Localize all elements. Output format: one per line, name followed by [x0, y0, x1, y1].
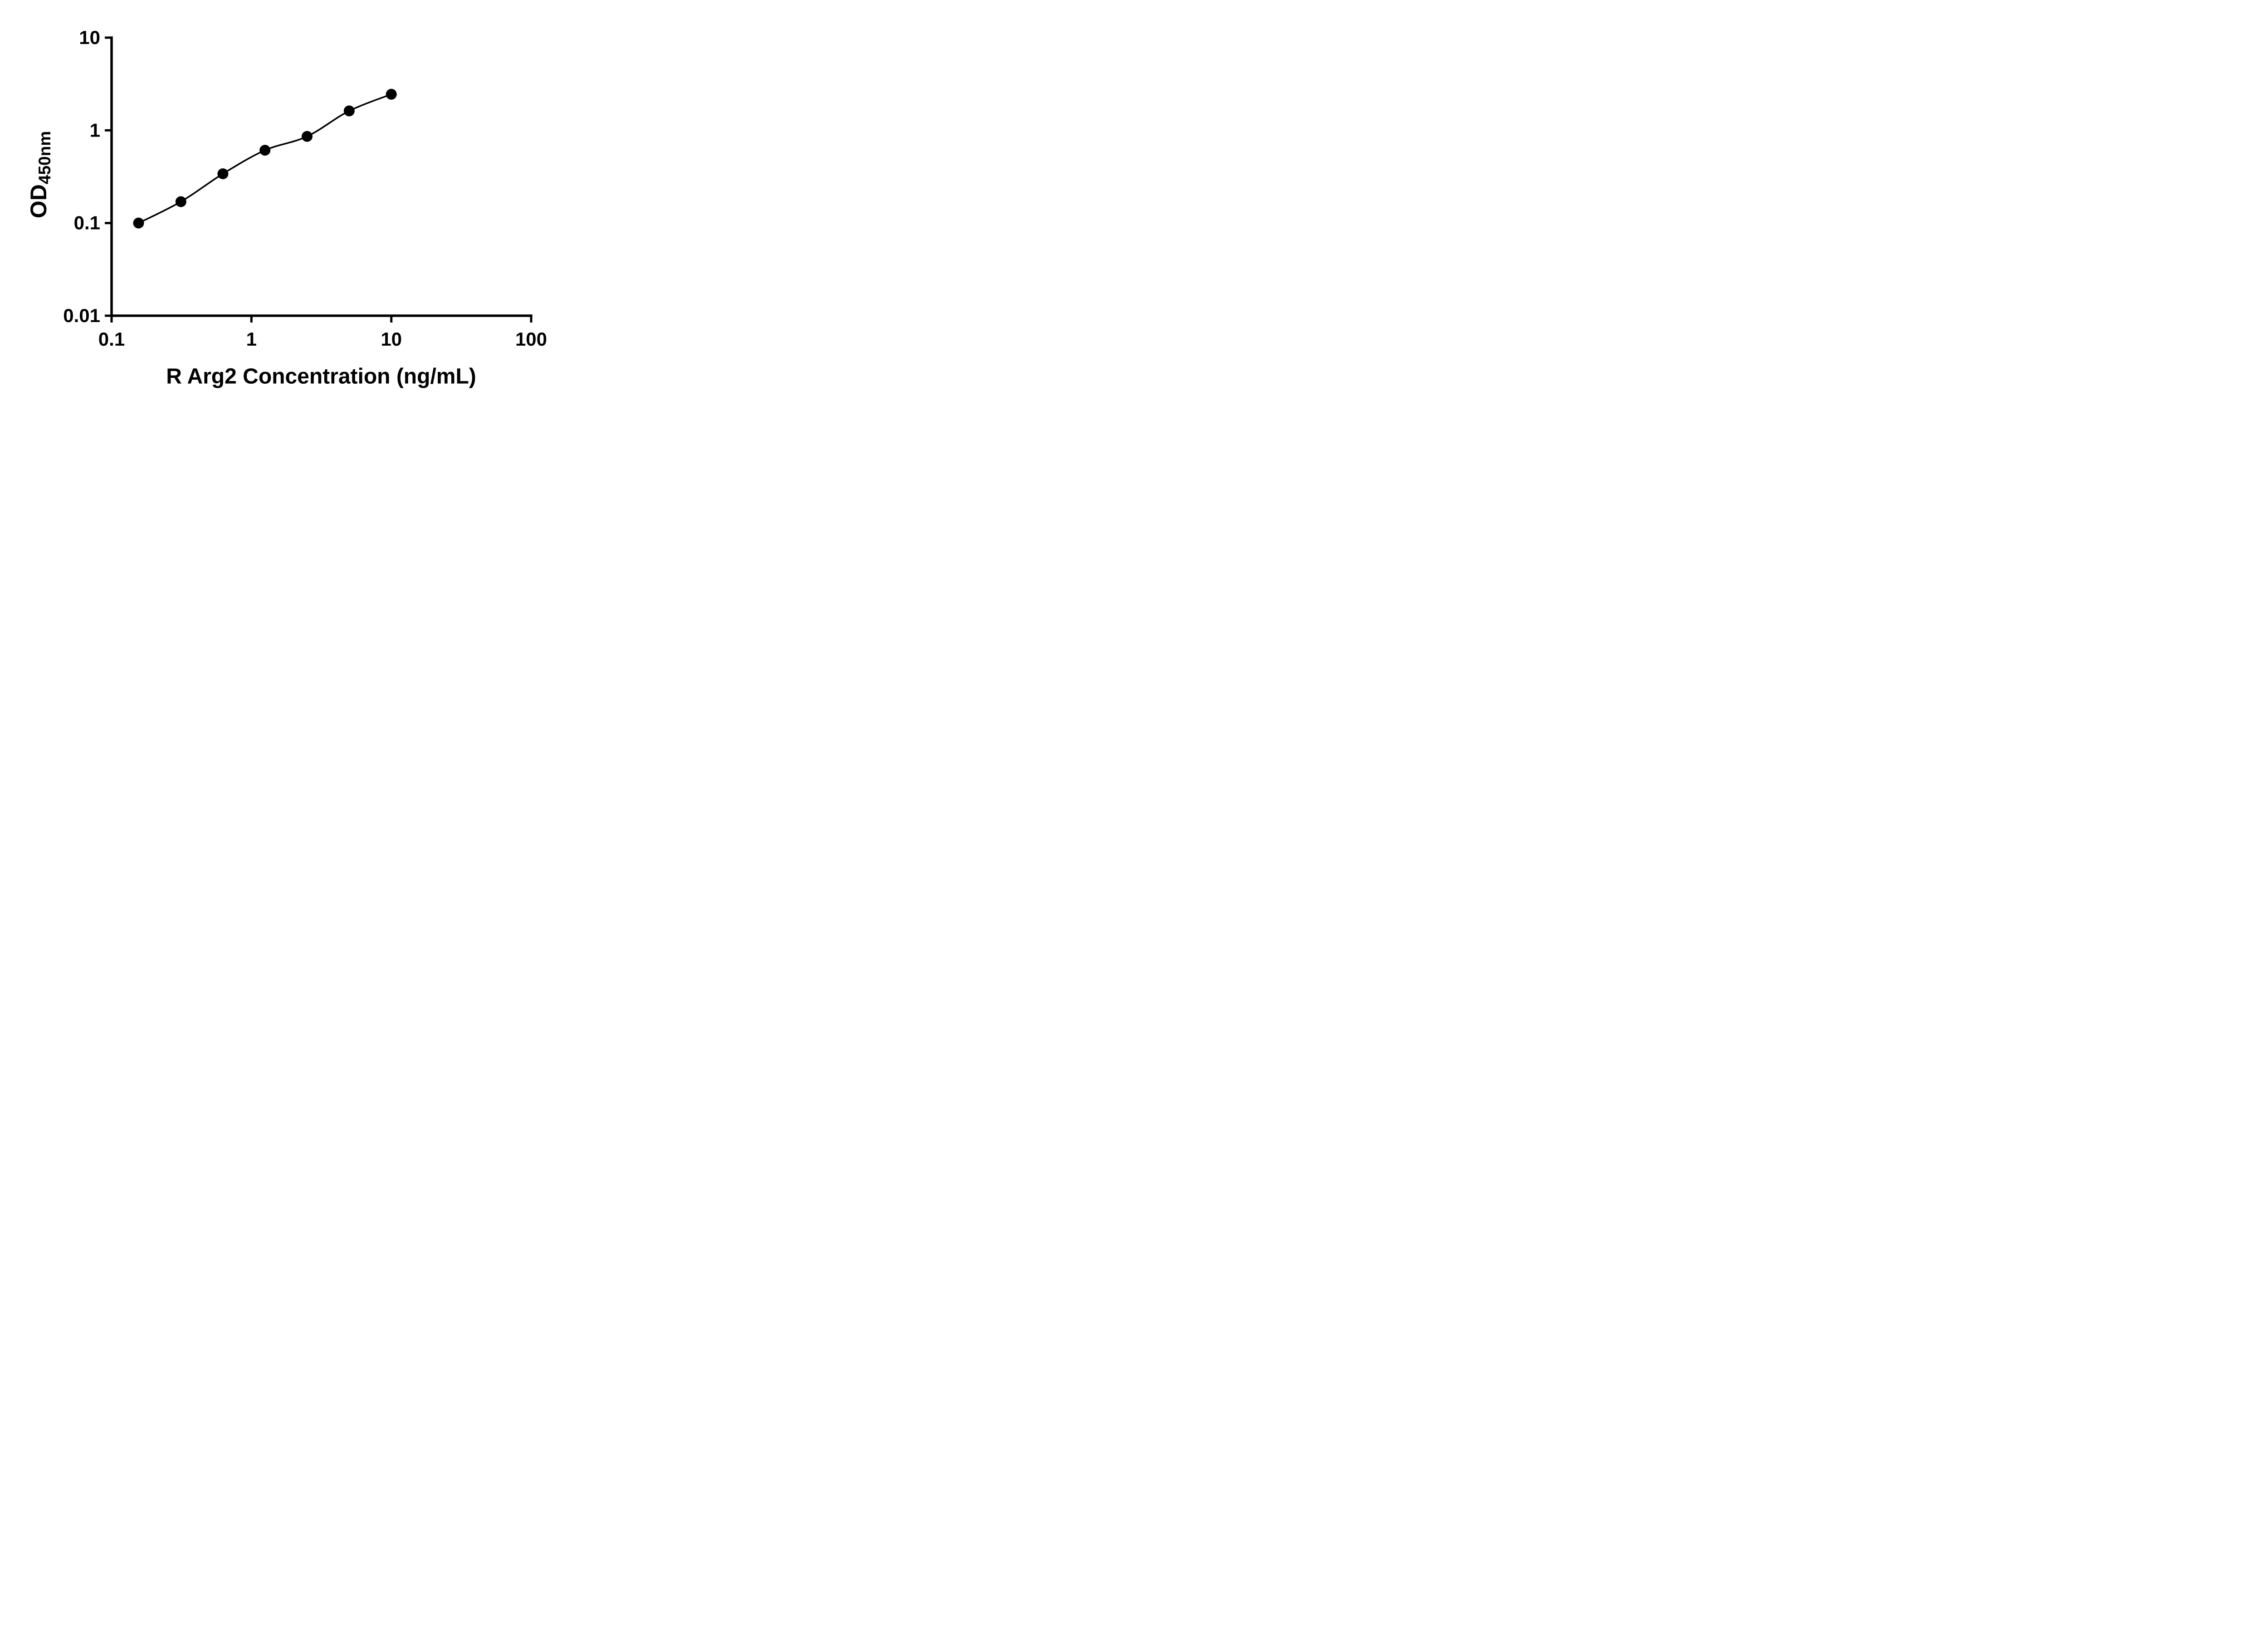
y-axis-title: OD450nm [25, 131, 54, 218]
data-point [175, 196, 186, 207]
y-axis-tick-label: 1 [90, 119, 100, 141]
x-axis-tick-label: 10 [381, 328, 402, 350]
x-axis-title: R Arg2 Concentration (ng/mL) [166, 364, 476, 389]
y-axis-tick-label: 0.1 [74, 212, 100, 234]
y-axis-title-main: OD [26, 184, 51, 219]
elisa-standard-curve-figure: 0.1 1 10 100 0.01 0.1 1 10 OD450nm R Arg2 Conce… [0, 0, 583, 408]
y-axis-title-subscript: 450nm [35, 131, 54, 185]
x-axis-tick-label: 100 [515, 328, 547, 350]
x-axis-tick-label: 1 [246, 328, 257, 350]
data-point [386, 88, 397, 100]
axis-spines [110, 36, 533, 317]
y-axis-tick-label: 10 [79, 27, 100, 48]
y-axis-tick-label: 0.01 [63, 305, 100, 326]
data-point [343, 105, 355, 117]
data-point [133, 217, 144, 229]
x-axis-tick-label: 0.1 [98, 328, 125, 350]
data-point [259, 145, 271, 156]
data-point [217, 168, 229, 180]
data-point [302, 131, 313, 142]
